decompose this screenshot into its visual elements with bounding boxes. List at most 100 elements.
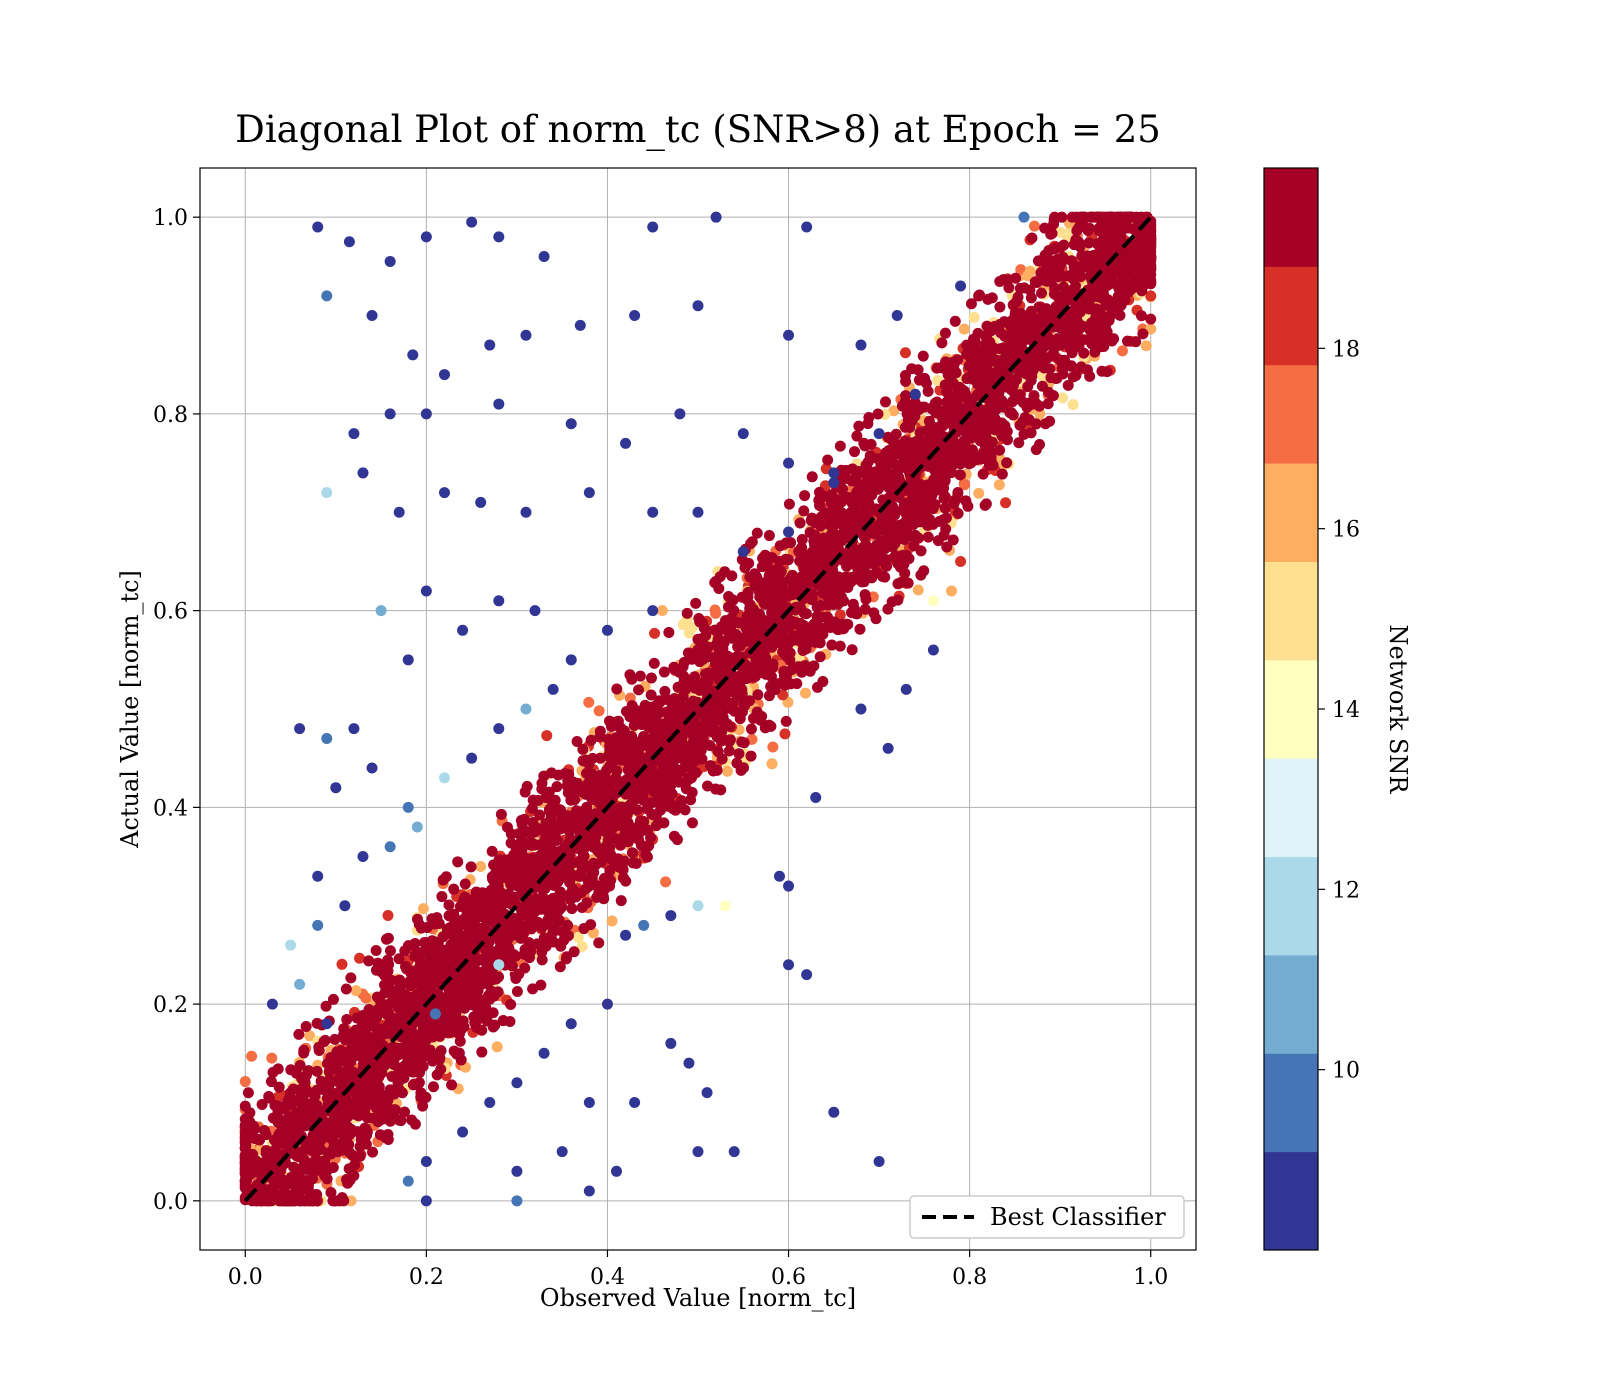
- scatter-point: [913, 374, 925, 386]
- scatter-point: [736, 554, 748, 566]
- scatter-point: [339, 1034, 351, 1046]
- scatter-point: [1121, 335, 1133, 347]
- scatter-point: [686, 817, 698, 829]
- scatter-point: [527, 794, 539, 806]
- scatter-point: [864, 450, 876, 462]
- scatter-point: [846, 644, 858, 656]
- scatter-point: [249, 1123, 261, 1135]
- scatter-point: [246, 1050, 258, 1062]
- scatter-point: [476, 1046, 488, 1058]
- scatter-point: [1082, 284, 1094, 296]
- scatter-point: [792, 661, 804, 673]
- scatter-point: [851, 608, 863, 620]
- scatter-point: [653, 707, 665, 719]
- scatter-point: [978, 434, 990, 446]
- scatter-point: [979, 499, 991, 511]
- scatter-point: [1028, 220, 1040, 232]
- scatter-point: [476, 1024, 488, 1036]
- scatter-point: [891, 557, 903, 569]
- scatter-point: [744, 695, 756, 707]
- scatter-point: [501, 821, 513, 833]
- scatter-point: [666, 788, 678, 800]
- scatter-point: [993, 479, 1005, 491]
- scatter-point: [1101, 366, 1113, 378]
- scatter-point: [298, 1047, 310, 1059]
- scatter-point: [605, 720, 617, 732]
- scatter-point: [398, 1072, 410, 1084]
- scatter-point: [715, 735, 727, 747]
- scatter-point: [1027, 321, 1039, 333]
- scatter-point: [885, 447, 897, 459]
- scatter-point: [593, 705, 605, 717]
- scatter-point: [380, 1132, 392, 1144]
- scatter-point: [302, 1179, 314, 1191]
- scatter-point: [1022, 381, 1034, 393]
- scatter-point: [968, 311, 980, 323]
- scatter-point: [634, 670, 646, 682]
- scatter-point: [1135, 310, 1147, 322]
- scatter-point: [1024, 361, 1036, 373]
- scatter-point: [645, 689, 657, 701]
- scatter-point: [678, 656, 690, 668]
- scatter-point: [954, 469, 966, 481]
- scatter-point: [888, 405, 900, 417]
- scatter-point: [780, 650, 792, 662]
- scatter-point: [327, 993, 339, 1005]
- scatter-point: [1067, 399, 1079, 411]
- scatter-point: [577, 743, 589, 755]
- scatter-point: [965, 298, 977, 310]
- scatter-point: [948, 497, 960, 509]
- scatter-point: [382, 910, 394, 922]
- scatter-point: [526, 802, 538, 814]
- scatter-point: [338, 1023, 350, 1035]
- scatter-point: [1056, 362, 1068, 374]
- scatter-point: [354, 952, 366, 964]
- scatter-point: [380, 965, 392, 977]
- scatter-point: [736, 736, 748, 748]
- scatter-point: [949, 315, 961, 327]
- scatter-point: [611, 807, 623, 819]
- scatter-point: [766, 758, 778, 770]
- scatter-point: [805, 629, 817, 641]
- scatter-point: [1026, 398, 1038, 410]
- scatter-point: [938, 529, 950, 541]
- scatter-point: [1034, 438, 1046, 450]
- scatter-point: [859, 589, 871, 601]
- scatter-point: [266, 1052, 278, 1064]
- scatter-point: [717, 712, 729, 724]
- scatter-point: [360, 992, 372, 1004]
- scatter-point: [649, 627, 661, 639]
- scatter-point: [454, 900, 466, 912]
- scatter-point: [354, 1150, 366, 1162]
- scatter-point: [311, 1065, 323, 1077]
- scatter-point: [775, 566, 787, 578]
- scatter-point: [1025, 292, 1037, 304]
- scatter-point: [583, 696, 595, 708]
- scatter-point: [1116, 345, 1128, 357]
- scatter-point: [511, 985, 523, 997]
- scatter-point: [1068, 326, 1080, 338]
- scatter-point: [535, 979, 547, 991]
- scatter-point: [1036, 380, 1048, 392]
- scatter-point: [939, 490, 951, 502]
- scatter-point: [336, 1192, 348, 1204]
- scatter-point: [780, 715, 792, 727]
- scatter-point: [1025, 305, 1037, 317]
- scatter-point: [811, 541, 823, 553]
- scatter-point: [922, 385, 934, 397]
- scatter-point: [493, 971, 505, 983]
- scatter-point: [862, 418, 874, 430]
- scatter-point: [555, 804, 567, 816]
- scatter-point: [455, 1054, 467, 1066]
- scatter-point: [665, 779, 677, 791]
- scatter-point: [763, 530, 775, 542]
- scatter-point: [258, 1124, 270, 1136]
- scatter-point: [581, 897, 593, 909]
- scatter-point: [1013, 437, 1025, 449]
- scatter-point: [690, 597, 702, 609]
- scatter-point: [941, 541, 953, 553]
- scatter-point: [952, 354, 964, 366]
- scatter-point: [527, 816, 539, 828]
- scatter-point: [917, 350, 929, 362]
